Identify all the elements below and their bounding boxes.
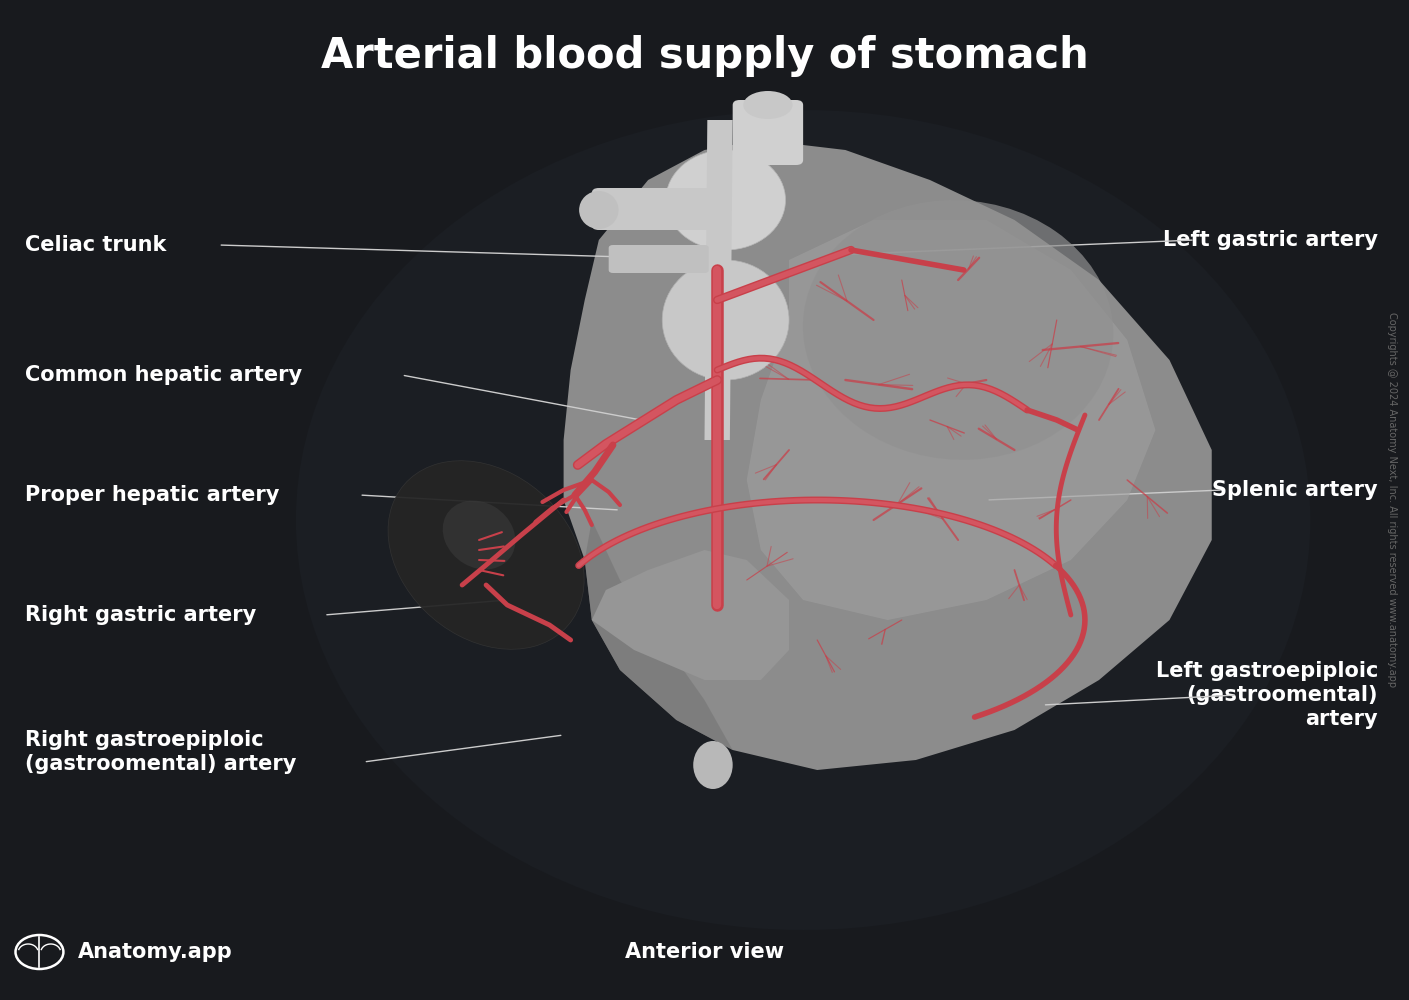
Ellipse shape <box>579 191 619 229</box>
Text: Arterial blood supply of stomach: Arterial blood supply of stomach <box>321 35 1088 77</box>
Text: Copyrights @ 2024 Anatomy Next, Inc. All rights reserved www.anatomy.app: Copyrights @ 2024 Anatomy Next, Inc. All… <box>1386 312 1398 688</box>
Text: Common hepatic artery: Common hepatic artery <box>25 365 303 385</box>
FancyBboxPatch shape <box>733 100 803 165</box>
FancyBboxPatch shape <box>592 188 712 230</box>
Text: Left gastroepiploic
(gastroomental)
artery: Left gastroepiploic (gastroomental) arte… <box>1155 661 1378 729</box>
Polygon shape <box>564 140 1212 770</box>
Text: Right gastric artery: Right gastric artery <box>25 605 256 625</box>
Polygon shape <box>704 120 733 440</box>
Polygon shape <box>592 550 789 680</box>
Ellipse shape <box>662 260 789 380</box>
Ellipse shape <box>803 200 1113 460</box>
Text: Celiac trunk: Celiac trunk <box>25 235 166 255</box>
Ellipse shape <box>665 150 786 250</box>
Text: Proper hepatic artery: Proper hepatic artery <box>25 485 280 505</box>
Text: Anatomy.app: Anatomy.app <box>77 942 232 962</box>
Polygon shape <box>585 520 789 760</box>
Text: Right gastroepiploic
(gastroomental) artery: Right gastroepiploic (gastroomental) art… <box>25 730 297 774</box>
Ellipse shape <box>693 741 733 789</box>
Text: Left gastric artery: Left gastric artery <box>1162 230 1378 250</box>
Ellipse shape <box>744 91 793 119</box>
FancyBboxPatch shape <box>609 245 709 273</box>
Text: Splenic artery: Splenic artery <box>1212 480 1378 500</box>
Text: Anterior view: Anterior view <box>626 942 783 962</box>
Ellipse shape <box>296 110 1310 930</box>
Ellipse shape <box>387 461 585 649</box>
Ellipse shape <box>442 501 516 569</box>
Polygon shape <box>747 220 1155 620</box>
